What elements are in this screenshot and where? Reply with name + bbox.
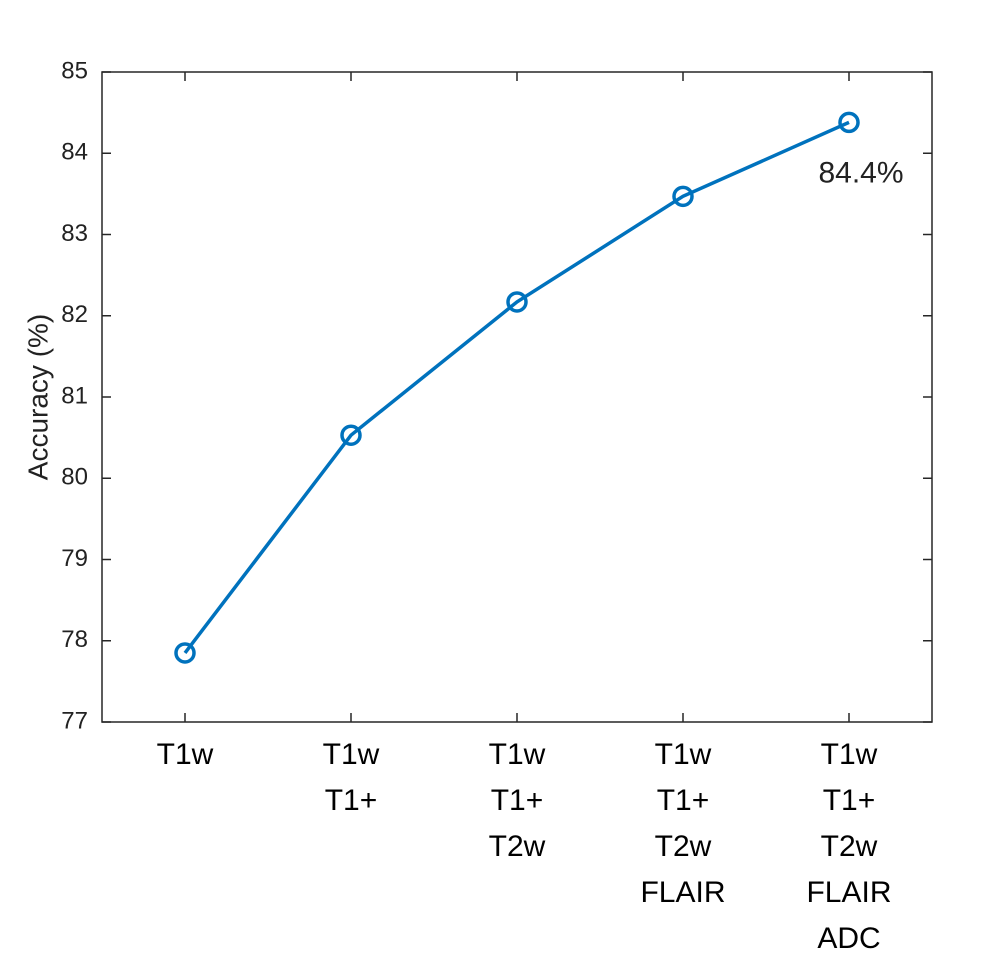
- marker: [672, 185, 694, 208]
- plot-frame: [101, 71, 933, 723]
- y-tick-label: 77: [61, 707, 88, 734]
- x-tick-label: T1+: [491, 784, 544, 817]
- x-tick-label: T2w: [655, 830, 712, 863]
- y-tick-label: 83: [61, 220, 88, 247]
- x-tick-label: FLAIR: [640, 876, 725, 909]
- x-tick-label: ADC: [817, 922, 880, 955]
- x-tick-label: FLAIR: [806, 876, 891, 909]
- y-tick-label: 78: [61, 626, 88, 653]
- marker: [174, 642, 196, 664]
- y-tick-label: 84: [61, 139, 88, 166]
- x-tick-label: T2w: [821, 830, 878, 863]
- y-tick-label: 79: [61, 545, 88, 572]
- x-tick-label: T1+: [657, 784, 710, 817]
- x-tick-label: T1w: [821, 738, 878, 771]
- x-tick-label: T2w: [489, 830, 546, 863]
- y-tick-label: 80: [61, 464, 88, 491]
- x-tick-label: T1w: [323, 738, 380, 771]
- y-axis-label: Accuracy (%): [22, 314, 53, 480]
- x-tick-label: T1+: [325, 784, 378, 817]
- value-label: 84.4%: [818, 156, 903, 189]
- x-tick-label: T1w: [157, 738, 214, 771]
- y-tick-label: 81: [61, 382, 88, 409]
- line: [183, 120, 850, 654]
- marker: [340, 424, 362, 446]
- marker: [838, 111, 860, 134]
- x-tick-label: T1+: [823, 784, 876, 817]
- x-tick-label: T1w: [489, 738, 546, 771]
- x-tick-label: T1w: [655, 738, 712, 771]
- y-tick-label: 82: [61, 301, 88, 328]
- y-tick-label: 85: [61, 57, 88, 84]
- marker: [506, 291, 528, 313]
